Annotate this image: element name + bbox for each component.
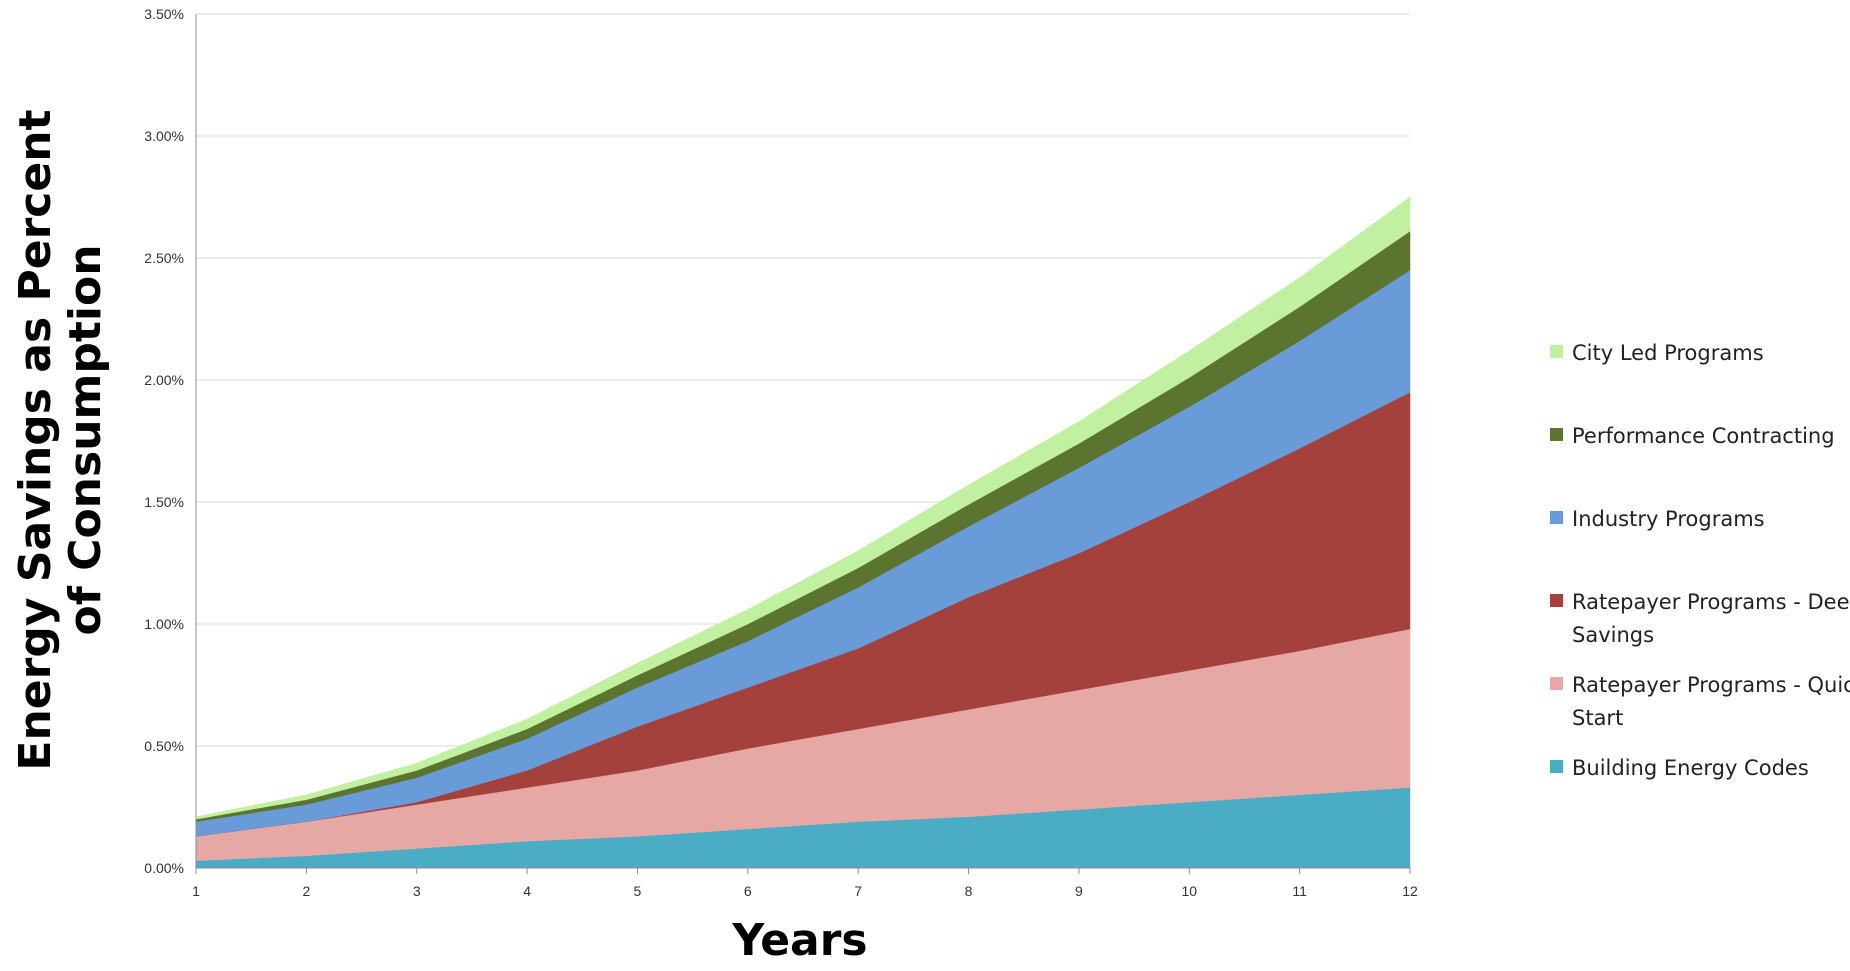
y-tick-label: 3.00% bbox=[144, 128, 184, 144]
x-tick-label: 11 bbox=[1292, 883, 1307, 899]
axes bbox=[195, 14, 1410, 869]
x-tick-label: 8 bbox=[965, 883, 973, 899]
y-tick-label: 1.00% bbox=[144, 616, 184, 632]
plot-areas bbox=[195, 196, 1411, 869]
legend-label: Industry Programs bbox=[1572, 507, 1765, 531]
y-tick-label: 2.50% bbox=[144, 250, 184, 266]
y-axis-title-line-1: Energy Savings as Percent bbox=[10, 109, 61, 770]
legend-swatch bbox=[1550, 594, 1563, 607]
x-tick-label: 12 bbox=[1402, 883, 1418, 899]
legend-swatch bbox=[1550, 677, 1563, 690]
legend-swatch bbox=[1550, 428, 1563, 441]
legend-label: Ratepayer Programs - Deep Savings bbox=[1572, 590, 1850, 647]
legend-swatch bbox=[1550, 760, 1563, 773]
x-tick-label: 5 bbox=[634, 883, 642, 899]
y-tick-label: 1.50% bbox=[144, 494, 184, 510]
x-tick-label: 6 bbox=[744, 883, 752, 899]
x-axis-title: Years bbox=[731, 915, 867, 966]
x-tick-label: 3 bbox=[413, 883, 421, 899]
area-series-5 bbox=[195, 196, 1411, 820]
legend-label: City Led Programs bbox=[1572, 341, 1764, 365]
legend: City Led Programs Performance Contracting… bbox=[1550, 341, 1850, 780]
x-tick-label: 4 bbox=[523, 883, 531, 899]
legend-swatch bbox=[1550, 345, 1563, 358]
y-tick-label: 0.00% bbox=[144, 860, 184, 876]
legend-label: Building Energy Codes bbox=[1572, 756, 1809, 780]
x-tick-label: 2 bbox=[302, 883, 310, 899]
y-tick-label: 2.00% bbox=[144, 372, 184, 388]
y-axis-title-line-2: of Consumption bbox=[60, 244, 111, 635]
x-tick-labels: 1 2 3 4 5 6 7 8 9 10 11 12 bbox=[192, 868, 1418, 899]
y-tick-label: 3.50% bbox=[144, 6, 184, 22]
legend-label: Ratepayer Programs - Quick Start bbox=[1572, 673, 1850, 730]
legend-label: Performance Contracting bbox=[1572, 424, 1835, 448]
x-tick-label: 7 bbox=[854, 883, 862, 899]
legend-swatch bbox=[1550, 511, 1563, 524]
x-tick-label: 9 bbox=[1075, 883, 1083, 899]
x-tick-label: 10 bbox=[1181, 883, 1197, 899]
y-tick-label: 0.50% bbox=[144, 738, 184, 754]
y-tick-labels: 0.00% 0.50% 1.00% 1.50% 2.00% 2.50% 3.00% 3.50% bbox=[144, 6, 184, 876]
x-tick-label: 1 bbox=[192, 883, 200, 899]
y-axis-title: Energy Savings as Percent of Consumption bbox=[10, 109, 111, 770]
